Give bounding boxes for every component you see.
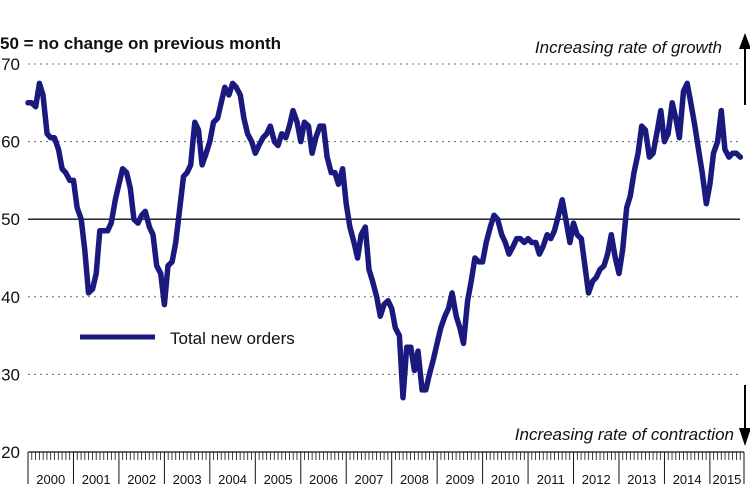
y-tick-label: 50 bbox=[1, 210, 20, 229]
legend-label-total-new-orders: Total new orders bbox=[170, 329, 295, 348]
contraction-arrow-down-icon bbox=[739, 385, 750, 446]
x-tick-label: 2000 bbox=[36, 472, 65, 487]
x-tick-label: 2012 bbox=[582, 472, 611, 487]
chart-subtitle: 50 = no change on previous month bbox=[0, 34, 281, 53]
x-tick-label: 2006 bbox=[309, 472, 338, 487]
y-tick-label: 40 bbox=[1, 288, 20, 307]
x-tick-label: 2007 bbox=[354, 472, 383, 487]
legend: Total new orders bbox=[80, 329, 295, 348]
y-tick-label: 20 bbox=[1, 443, 20, 462]
annotation-top: Increasing rate of growth bbox=[535, 38, 722, 57]
series-layer bbox=[25, 80, 744, 401]
x-tick-label: 2002 bbox=[127, 472, 156, 487]
y-tick-label: 60 bbox=[1, 133, 20, 152]
y-tick-label: 30 bbox=[1, 365, 20, 384]
x-tick-label: 2011 bbox=[537, 472, 565, 487]
x-tick-label: 2015 bbox=[712, 472, 741, 487]
x-tick-label: 2009 bbox=[445, 472, 474, 487]
x-tick-label: 2014 bbox=[673, 472, 702, 487]
x-tick-label: 2004 bbox=[218, 472, 247, 487]
y-tick-label: 70 bbox=[1, 55, 20, 74]
x-tick-label: 2005 bbox=[264, 472, 293, 487]
x-tick-label: 2008 bbox=[400, 472, 429, 487]
growth-arrow-up-icon bbox=[739, 33, 750, 105]
annotation-bottom: Increasing rate of contraction bbox=[515, 425, 734, 444]
gridlines bbox=[28, 63, 740, 375]
x-axis: 2000 2001 2002 2003 2004 2005 2006 2007 2008 2009… bbox=[27, 451, 745, 487]
x-tick-label: 2003 bbox=[173, 472, 202, 487]
y-axis-tick-labels: 20 30 40 50 60 70 bbox=[1, 55, 20, 462]
series-line-total-new-orders bbox=[25, 80, 744, 401]
x-tick-label: 2001 bbox=[82, 472, 111, 487]
x-tick-label: 2013 bbox=[627, 472, 656, 487]
x-tick-label: 2010 bbox=[491, 472, 520, 487]
